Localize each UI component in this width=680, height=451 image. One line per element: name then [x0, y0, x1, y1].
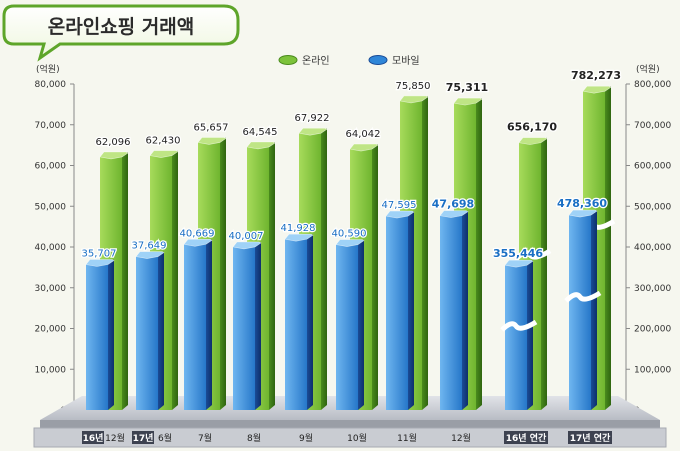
- mobile-value-label: 47,595: [382, 200, 417, 211]
- left-tick-label: 80,000: [35, 80, 67, 90]
- left-tick-label: 10,000: [35, 365, 67, 375]
- category-month: 12월: [451, 432, 471, 444]
- mobile-value-label: 478,360: [557, 197, 607, 210]
- mobile-value-label: 37,649: [132, 241, 167, 252]
- left-tick-label: 30,000: [35, 284, 67, 294]
- right-tick-label: 400,000: [634, 243, 671, 253]
- category-label: 11월: [397, 432, 417, 444]
- category-tick: 16년 연간: [506, 432, 547, 444]
- mobile-bar: [135, 251, 165, 410]
- mobile-bar: [564, 209, 602, 410]
- right-axis-unit: (억원): [636, 63, 660, 75]
- category-label: 8월: [247, 432, 261, 444]
- category-label: 17년 6월: [132, 431, 172, 444]
- online-value-label: 656,170: [507, 121, 557, 134]
- mobile-value-label: 35,707: [82, 248, 117, 259]
- category-label: 16년 연간: [504, 431, 548, 444]
- mobile-value-label: 40,669: [180, 228, 215, 239]
- mobile-value-label: 355,446: [493, 247, 543, 260]
- category-label: 7월: [198, 432, 212, 444]
- mobile-bar: [284, 233, 314, 410]
- online-value-label: 75,850: [396, 81, 431, 92]
- online-value-label: 65,657: [194, 122, 229, 133]
- online-value-label: 64,545: [243, 127, 278, 138]
- right-tick-label: 200,000: [634, 325, 671, 335]
- category-month: 6월: [158, 432, 172, 444]
- category-label: 10월: [347, 432, 367, 444]
- legend-label-mobile: 모바일: [392, 55, 420, 67]
- mobile-bar: [439, 210, 469, 410]
- category-month: 10월: [347, 432, 367, 444]
- category-month: 12월: [105, 432, 125, 444]
- mobile-bar: [385, 210, 415, 410]
- mobile-bar: [85, 259, 115, 410]
- title-bubble: 온라인쇼핑 거래액: [2, 4, 240, 62]
- category-tick: 17년 연간: [570, 432, 611, 444]
- legend-item-online: 온라인: [278, 55, 330, 67]
- online-value-label: 62,430: [146, 136, 181, 147]
- left-axis: 80,000 70,000 60,000 50,000 40,000 30,000 20,0…: [35, 80, 75, 416]
- left-tick-label: 50,000: [35, 202, 67, 212]
- right-tick-label: 800,000: [634, 80, 671, 90]
- mobile-value-label: 40,007: [229, 231, 264, 242]
- left-axis-unit: (억원): [36, 63, 60, 75]
- category-year: 16년: [83, 432, 104, 444]
- left-tick-label: 20,000: [35, 325, 67, 335]
- category-label: 9월: [299, 432, 313, 444]
- category-month: 7월: [198, 432, 212, 444]
- online-value-label: 782,273: [571, 69, 621, 82]
- category-year: 17년: [133, 432, 154, 444]
- right-tick-label: 600,000: [634, 162, 671, 172]
- mobile-bar: [500, 259, 538, 410]
- right-tick-label: 500,000: [634, 202, 671, 212]
- online-value-label: 64,042: [346, 129, 381, 140]
- online-value-label: 67,922: [295, 113, 330, 124]
- legend-label-online: 온라인: [302, 55, 330, 67]
- right-axis: 800,000 700,000 600,000 500,000 400,000 300,0…: [625, 80, 671, 416]
- category-label: 12월: [451, 432, 471, 444]
- right-tick-label: 700,000: [634, 121, 671, 131]
- mobile-value-label: 40,590: [332, 229, 367, 240]
- left-tick-label: 60,000: [35, 162, 67, 172]
- legend: 온라인 모바일: [278, 55, 420, 67]
- category-month: 9월: [299, 432, 313, 444]
- right-tick-label: 100,000: [634, 365, 671, 375]
- online-value-label: 75,311: [446, 81, 488, 94]
- right-tick-label: 300,000: [634, 284, 671, 294]
- legend-item-mobile: 모바일: [368, 55, 420, 67]
- mobile-bar: [183, 238, 213, 410]
- category-label: 17년 연간: [568, 431, 612, 444]
- mobile-value-label: 47,698: [432, 198, 474, 211]
- category-month: 8월: [247, 432, 261, 444]
- mobile-bar: [335, 239, 365, 410]
- category-month: 11월: [397, 432, 417, 444]
- category-label: 16년 12월: [82, 431, 125, 444]
- mobile-bar: [232, 241, 262, 410]
- left-tick-label: 40,000: [35, 243, 67, 253]
- mobile-value-label: 41,928: [281, 223, 316, 234]
- page-title: 온라인쇼핑 거래액: [48, 16, 194, 38]
- online-value-label: 62,096: [96, 137, 131, 148]
- left-tick-label: 70,000: [35, 121, 67, 131]
